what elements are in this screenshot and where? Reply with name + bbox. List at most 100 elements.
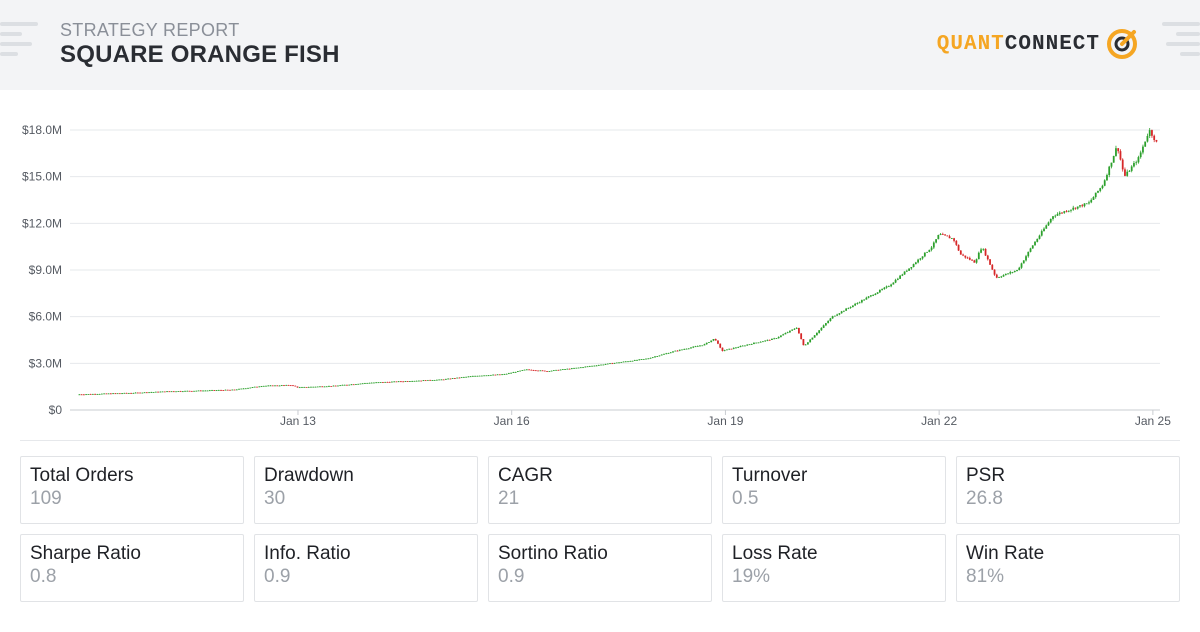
candle-up [525, 369, 528, 371]
candle-up [561, 369, 564, 371]
candle-up [1142, 146, 1144, 153]
candle-down [220, 390, 222, 391]
candle-up [1052, 216, 1054, 219]
header-decoration-right [1160, 22, 1200, 62]
candle-up [584, 366, 587, 368]
candle-up [1139, 152, 1142, 158]
candle-down [402, 381, 405, 383]
candle-up [593, 365, 596, 367]
candle-up [627, 361, 629, 363]
x-tick-label: Jan 16 [494, 414, 530, 428]
candle-up [1067, 210, 1070, 212]
stat-label: Drawdown [264, 465, 354, 486]
candle-up [723, 350, 726, 352]
candle-up [1146, 135, 1149, 142]
candle-down [568, 368, 571, 370]
candle-up [319, 386, 321, 388]
candle-up [456, 377, 459, 379]
candle-up [829, 318, 832, 321]
candle-up [100, 393, 103, 395]
candle-up [771, 338, 773, 341]
candle-up [1025, 256, 1027, 261]
candle-up [555, 369, 557, 371]
candle-down [292, 385, 294, 387]
candle-up [339, 385, 342, 387]
candle-up [208, 390, 211, 392]
candle-up [483, 375, 486, 377]
candle-up [672, 351, 674, 353]
candle-up [649, 357, 652, 359]
candle-down [109, 393, 112, 395]
candle-up [1088, 202, 1090, 204]
candle-down [1124, 169, 1126, 176]
candle-up [433, 380, 436, 381]
candle-down [449, 378, 452, 380]
candle-up [683, 349, 686, 350]
candle-up [1054, 215, 1057, 217]
candle-up [618, 362, 620, 364]
candle-down [346, 384, 348, 386]
candle-up [328, 386, 330, 387]
stat-label: PSR [966, 465, 1006, 486]
candle-up [813, 335, 816, 338]
candle-up [265, 385, 267, 387]
candle-up [604, 364, 607, 365]
candle-up [851, 305, 854, 308]
candle-down [199, 390, 202, 392]
candle-up [1094, 192, 1097, 198]
candle-up [629, 361, 632, 362]
candle-up [777, 336, 780, 339]
candle-down [136, 392, 139, 394]
candle-up [409, 381, 411, 382]
candle-down [611, 363, 614, 365]
candle-up [842, 310, 845, 312]
candle-up [582, 367, 584, 369]
candle-down [125, 392, 128, 394]
candle-up [134, 392, 137, 394]
candle-up [489, 374, 492, 376]
candle-up [1004, 273, 1007, 276]
stat-card-info-ratio: Info. Ratio 0.9 [254, 534, 478, 602]
candle-up [982, 248, 985, 250]
candle-up [204, 390, 207, 392]
candle-up [1090, 199, 1093, 203]
candle-down [296, 386, 299, 388]
candle-down [442, 379, 445, 381]
candle-up [116, 393, 119, 395]
candle-up [368, 382, 371, 384]
candle-up [1047, 222, 1050, 226]
candle-up [854, 303, 857, 306]
candle-up [175, 391, 177, 393]
candle-up [193, 390, 195, 392]
candle-up [152, 392, 155, 393]
candle-up [573, 368, 575, 369]
candle-up [759, 341, 762, 343]
candle-up [411, 381, 414, 382]
candle-up [211, 390, 213, 391]
candle-up [786, 332, 789, 334]
candle-up [903, 271, 906, 275]
candle-up [373, 382, 375, 384]
candle-up [631, 360, 634, 362]
candle-up [575, 367, 578, 369]
candle-up [523, 369, 526, 371]
candle-down [537, 370, 539, 372]
candle-up [935, 239, 937, 243]
candle-down [959, 250, 962, 255]
x-tick-label: Jan 19 [707, 414, 743, 428]
candle-up [253, 386, 256, 388]
y-tick-label: $6.0M [29, 310, 62, 324]
candle-up [638, 359, 641, 361]
candle-up [975, 259, 978, 263]
candle-up [609, 363, 611, 365]
candle-down [717, 340, 719, 344]
candle-up [694, 346, 697, 348]
y-tick-label: $12.0M [22, 216, 62, 230]
candle-down [289, 385, 292, 387]
candle-up [856, 302, 859, 304]
stat-value: 81% [966, 566, 1005, 587]
candle-up [818, 330, 821, 333]
candle-up [103, 393, 106, 395]
candle-up [469, 376, 472, 378]
candle-up [564, 369, 566, 370]
